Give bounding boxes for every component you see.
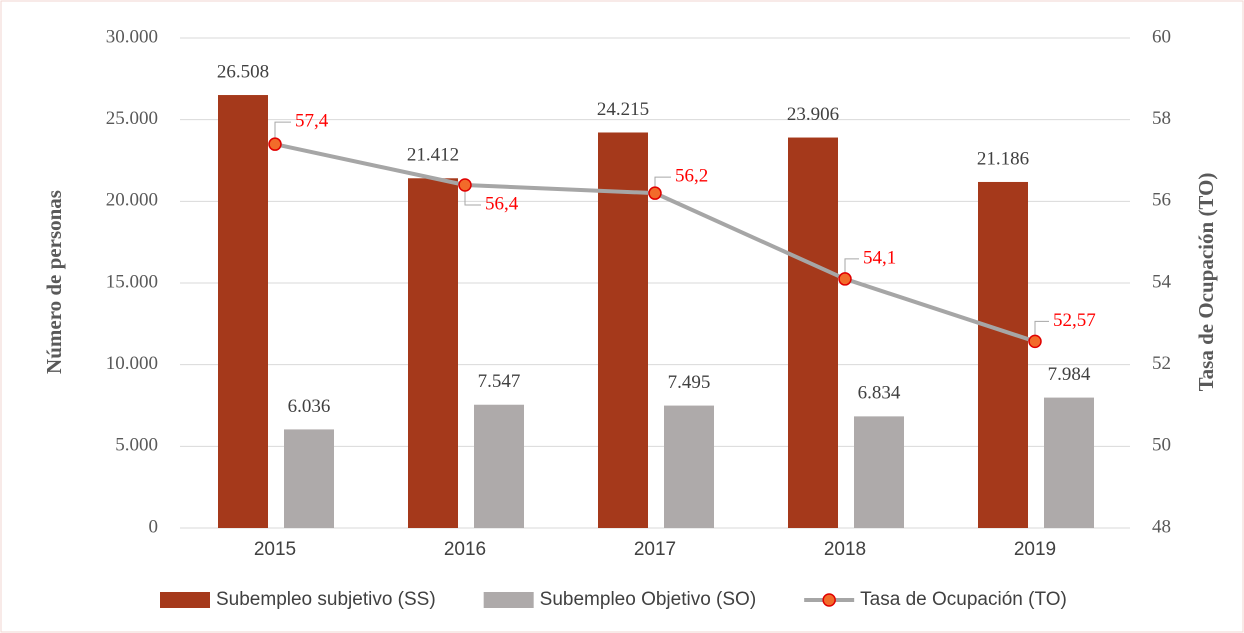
legend-label: Tasa de Ocupación (TO) — [860, 589, 1067, 610]
y-tick-label: 30.000 — [106, 26, 158, 47]
marker — [1028, 334, 1042, 349]
data-label: 57,4 — [295, 111, 329, 132]
x-tick-label: 2019 — [1014, 539, 1056, 560]
legend-marker — [822, 593, 836, 607]
y-tick-label: 15.000 — [106, 271, 158, 292]
bar — [1044, 397, 1094, 528]
data-label: 21.186 — [977, 148, 1029, 169]
bar — [978, 181, 1028, 528]
marker — [268, 137, 282, 151]
data-label: 56,2 — [675, 166, 708, 187]
y-tick-label: 25.000 — [106, 108, 158, 129]
bar — [408, 178, 458, 528]
y-tick-label: 5.000 — [115, 435, 158, 456]
data-label: 54,1 — [863, 247, 896, 268]
data-label: 26.508 — [217, 61, 269, 82]
y-tick-label: 20.000 — [106, 190, 158, 211]
bar — [598, 132, 648, 528]
data-label: 24.215 — [597, 99, 649, 120]
data-label: 7.547 — [478, 371, 521, 392]
y-axis-title: Número de personas — [42, 190, 66, 374]
bar — [474, 404, 524, 528]
legend-swatch — [483, 592, 534, 608]
bar — [284, 429, 334, 528]
x-tick-label: 2017 — [634, 539, 676, 560]
legend-label: Subempleo subjetivo (SS) — [216, 589, 436, 610]
x-tick-label: 2018 — [824, 539, 866, 560]
y-tick-label: 10.000 — [106, 353, 158, 374]
bar — [788, 137, 838, 528]
bar — [664, 405, 714, 528]
data-label: 7.495 — [668, 372, 711, 393]
marker — [648, 186, 662, 200]
bar — [854, 416, 904, 528]
data-label: 52,57 — [1053, 310, 1096, 331]
y2-tick-label: 52 — [1152, 353, 1171, 374]
marker — [838, 272, 852, 286]
x-tick-label: 2015 — [254, 539, 296, 560]
x-tick-label: 2016 — [444, 539, 486, 560]
data-label: 21.412 — [407, 145, 459, 166]
y-tick-label: 0 — [149, 516, 159, 537]
data-label: 56,4 — [485, 193, 519, 214]
y2-tick-label: 56 — [1152, 190, 1171, 211]
y2-tick-label: 54 — [1152, 271, 1172, 292]
bar — [218, 95, 268, 528]
y2-tick-label: 58 — [1152, 108, 1171, 129]
data-label: 7.984 — [1048, 364, 1091, 385]
data-label: 6.834 — [858, 383, 901, 404]
y2-axis-title: Tasa de Ocupación (TO) — [1194, 173, 1218, 392]
y2-tick-label: 50 — [1152, 435, 1171, 456]
y2-tick-label: 60 — [1152, 26, 1171, 47]
legend-label: Subempleo Objetivo (SO) — [540, 589, 757, 610]
data-label: 6.036 — [288, 396, 331, 417]
legend-swatch — [160, 592, 210, 608]
data-label: 23.906 — [787, 104, 839, 125]
marker — [458, 178, 472, 192]
y2-tick-label: 48 — [1152, 516, 1171, 537]
